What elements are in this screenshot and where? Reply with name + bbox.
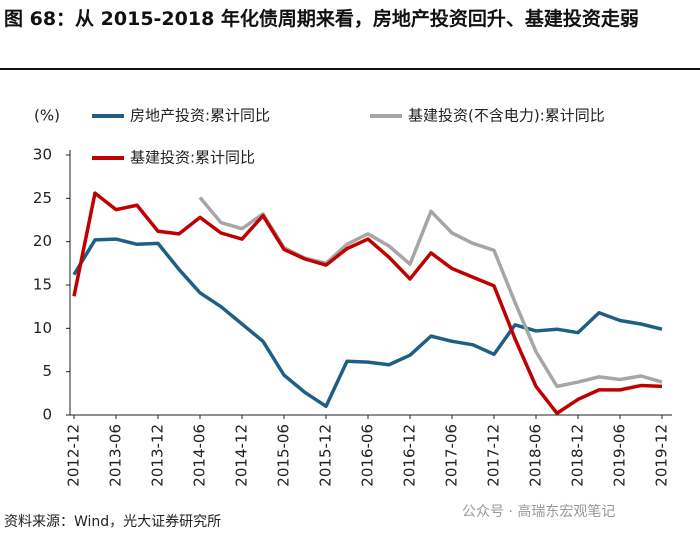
watermark: 公众号 · 高瑞东宏观笔记 xyxy=(462,503,615,520)
y-tick-label: 5 xyxy=(42,362,52,380)
x-tick-label: 2019-12 xyxy=(653,424,671,487)
y-tick-label: 0 xyxy=(42,406,52,424)
x-tick-label: 2014-06 xyxy=(191,424,209,487)
x-tick-label: 2016-06 xyxy=(359,424,377,487)
x-tick-label: 2014-12 xyxy=(233,424,251,487)
x-tick-label: 2013-06 xyxy=(107,424,125,487)
x-tick-label: 2018-12 xyxy=(569,424,587,487)
y-tick-label: 20 xyxy=(33,232,52,250)
title-rule xyxy=(0,68,700,70)
y-tick-label: 10 xyxy=(33,319,52,337)
y-tick-label: 30 xyxy=(33,146,52,164)
source: 资料来源：Wind，光大证券研究所 xyxy=(4,514,221,530)
legend-label: 基建投资(不含电力):累计同比 xyxy=(408,107,605,125)
legend-label: 房地产投资:累计同比 xyxy=(130,107,270,125)
x-tick-label: 2016-12 xyxy=(401,424,419,487)
x-tick-label: 2017-06 xyxy=(443,424,461,487)
y-tick-label: 15 xyxy=(33,276,52,294)
series-line xyxy=(72,191,663,416)
x-tick-label: 2019-06 xyxy=(611,424,629,487)
series-line xyxy=(72,237,663,409)
x-tick-label: 2015-06 xyxy=(275,424,293,487)
y-tick-label: 25 xyxy=(33,189,52,207)
x-tick-label: 2012-12 xyxy=(65,424,83,487)
legend-label: 基建投资:累计同比 xyxy=(130,149,255,167)
x-tick-label: 2015-12 xyxy=(317,424,335,487)
x-tick-label: 2018-06 xyxy=(527,424,545,487)
chart-title: 图 68：从 2015-2018 年化债周期来看，房地产投资回升、基建投资走弱 xyxy=(4,8,639,30)
x-tick-label: 2013-12 xyxy=(149,424,167,487)
y-axis-label: (%) xyxy=(34,107,60,125)
x-tick-label: 2017-12 xyxy=(485,424,503,487)
